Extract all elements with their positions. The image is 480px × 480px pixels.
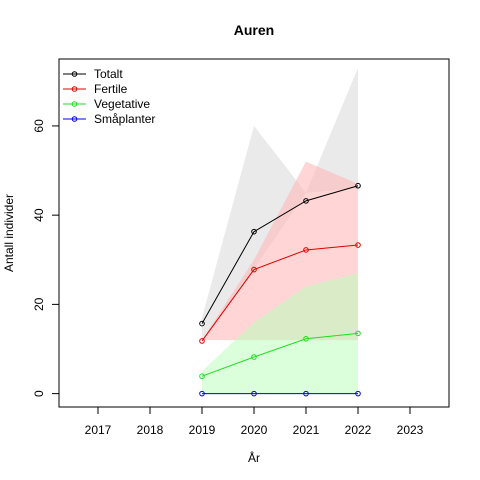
x-tick-label-2023: 2023	[397, 423, 424, 437]
point-vegetative-2021	[303, 335, 309, 342]
legend-label-totalt: Totalt	[94, 67, 123, 81]
point-fertile-2021	[303, 247, 309, 253]
confidence-bands	[202, 67, 358, 394]
x-tick-label-2022: 2022	[345, 423, 372, 437]
legend-marker-totalt	[71, 71, 78, 77]
series-line-totalt	[201, 185, 359, 324]
point-vegetative-2022	[355, 330, 361, 337]
band-vegetative	[202, 273, 358, 394]
point-fertile-2019	[199, 338, 205, 344]
point-totalt-2020	[251, 228, 257, 235]
y-axis: 0 20 40 60	[32, 119, 60, 397]
y-tick-label-40: 40	[32, 208, 46, 222]
legend-marker-fertile	[71, 86, 78, 92]
x-axis-label: År	[248, 450, 260, 465]
legend-label-smaplanter: Småplanter	[94, 112, 155, 126]
point-smaplanter-2022	[355, 390, 361, 397]
point-totalt-2019	[199, 320, 205, 327]
point-totalt-2022	[355, 182, 361, 189]
point-smaplanter-2020	[251, 390, 257, 397]
point-smaplanter-2019	[199, 390, 205, 397]
y-axis-label: Antall individer	[2, 194, 16, 272]
y-tick-label-0: 0	[32, 390, 46, 397]
series-line-vegetative	[201, 332, 359, 377]
legend-label-vegetative: Vegetative	[94, 97, 150, 111]
series-lines	[199, 182, 361, 397]
y-tick-label-60: 60	[32, 119, 46, 133]
band-totalt	[202, 67, 358, 341]
x-tick-label-2019: 2019	[189, 423, 216, 437]
x-tick-label-2021: 2021	[293, 423, 320, 437]
y-tick-label-20: 20	[32, 297, 46, 311]
point-vegetative-2020	[251, 354, 257, 360]
chart-title: Auren	[234, 22, 274, 38]
legend-marker-vegetative	[71, 101, 78, 107]
point-totalt-2021	[303, 198, 309, 204]
legend-label-fertile: Fertile	[94, 82, 128, 96]
x-tick-label-2020: 2020	[241, 423, 268, 437]
series-line-fertile	[201, 244, 359, 342]
point-vegetative-2019	[199, 373, 205, 380]
point-fertile-2022	[355, 242, 361, 248]
point-smaplanter-2021	[303, 390, 309, 397]
point-fertile-2020	[251, 266, 257, 273]
x-axis: 2017 2018 2019 2020 2021 2022 2023	[85, 406, 424, 437]
x-tick-label-2018: 2018	[137, 423, 164, 437]
x-tick-label-2017: 2017	[85, 423, 112, 437]
legend-marker-smaplanter	[71, 116, 78, 122]
